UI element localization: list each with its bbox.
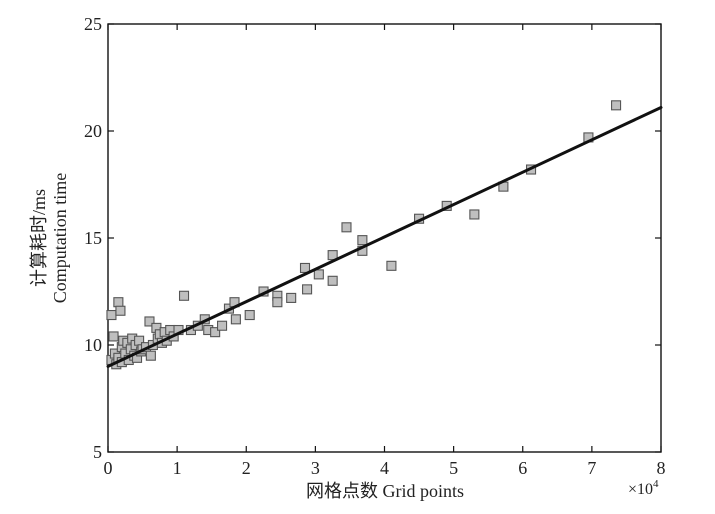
data-point-marker xyxy=(341,222,352,233)
x-tick-label: 6 xyxy=(518,458,527,478)
y-tick-label: 25 xyxy=(84,14,102,34)
x-tick-label: 4 xyxy=(380,458,389,478)
y-tick-label: 5 xyxy=(93,442,102,462)
data-point-marker xyxy=(357,235,368,246)
data-point-marker xyxy=(386,260,397,271)
data-point-marker xyxy=(210,327,221,338)
data-point-marker xyxy=(302,284,313,295)
x-axis-multiplier: ×104 xyxy=(628,478,659,498)
data-point-marker xyxy=(611,100,622,111)
x-tick-label: 8 xyxy=(657,458,666,478)
data-point-marker xyxy=(469,209,480,220)
y-tick-label: 20 xyxy=(84,121,102,141)
data-point-marker xyxy=(244,309,255,321)
data-point-marker xyxy=(113,297,124,308)
data-point-marker xyxy=(178,290,190,301)
data-point-marker xyxy=(327,275,338,286)
data-point-marker xyxy=(115,305,126,316)
x-axis-ticks: 0 1 2 3 4 5 6 7 8 xyxy=(104,24,666,478)
x-axis-label: 网格点数 Grid points xyxy=(306,481,464,501)
y-axis-ticks: 5 10 15 20 25 xyxy=(84,14,661,462)
y-axis-label-en: Computation time xyxy=(50,173,70,304)
x-tick-label: 1 xyxy=(173,458,182,478)
x-tick-label: 0 xyxy=(104,458,113,478)
data-point-marker xyxy=(144,316,155,327)
data-point-marker xyxy=(217,320,228,331)
data-points xyxy=(106,100,622,370)
data-point-marker xyxy=(299,262,311,274)
data-point-marker xyxy=(145,350,156,361)
x-tick-label: 5 xyxy=(449,458,458,478)
data-point-marker xyxy=(313,269,324,280)
data-point-marker xyxy=(106,309,117,321)
data-point-marker xyxy=(108,331,119,342)
x-tick-label: 2 xyxy=(242,458,251,478)
y-tick-label: 10 xyxy=(84,335,102,355)
x-tick-label: 7 xyxy=(587,458,596,478)
x-axis-multiplier-exponent: 4 xyxy=(653,478,659,490)
x-tick-label: 3 xyxy=(311,458,320,478)
data-point-marker xyxy=(272,297,283,308)
data-point-marker xyxy=(230,314,241,325)
data-point-marker xyxy=(286,292,297,303)
y-axis-label-cn: 计算耗时/ms xyxy=(29,189,49,287)
y-tick-label: 15 xyxy=(84,228,102,248)
regression-line xyxy=(106,105,663,368)
